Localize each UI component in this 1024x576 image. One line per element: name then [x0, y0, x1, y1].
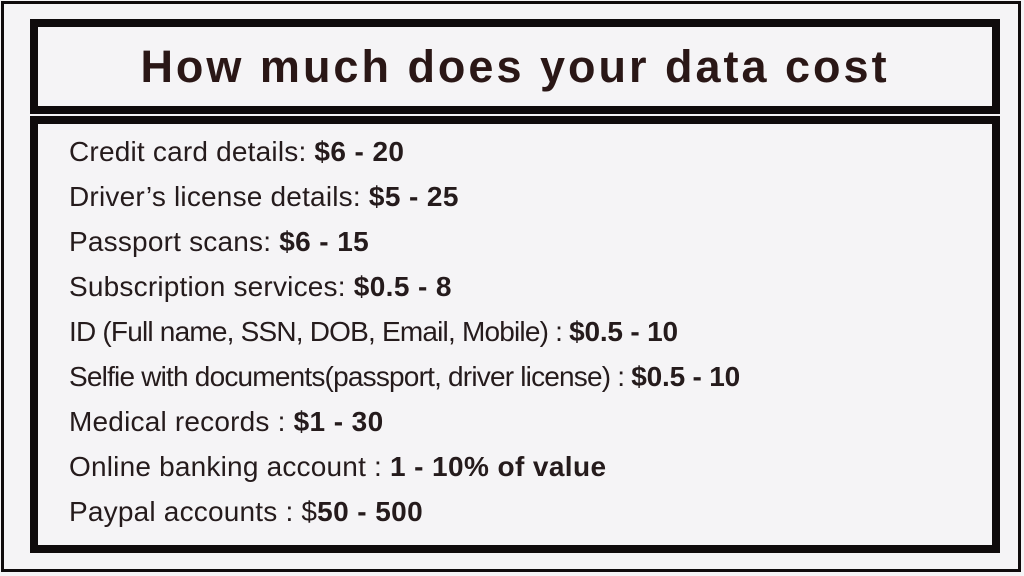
item-value: 1 - 10% of value: [389, 450, 607, 482]
list-item-id-fullname: ID (Full name, SSN, DOB, Email, Mobile) …: [69, 309, 978, 354]
list-item-medical-records: Medical records : $1 - 30: [69, 399, 978, 444]
item-label: Medical records :: [69, 405, 294, 437]
item-value: $1 - 30: [293, 405, 384, 437]
item-value: $0.5 - 8: [353, 270, 452, 302]
item-value: 50 - 500: [317, 495, 424, 527]
item-label: Paypal accounts : $: [69, 495, 318, 527]
list-item-credit-card: Credit card details: $6 - 20: [69, 129, 978, 174]
list-item-selfie-with-documents: Selfie with documents(passport, driver l…: [69, 354, 978, 399]
list-item-passport-scans: Passport scans: $6 - 15: [69, 219, 978, 264]
list-item-drivers-license: Driver’s license details: $5 - 25: [69, 174, 978, 219]
item-label: Online banking account :: [69, 450, 390, 482]
item-value: $0.5 - 10: [569, 315, 678, 347]
item-value: $5 - 25: [368, 180, 459, 212]
title-box: How much does your data cost: [30, 19, 1000, 114]
item-value: $6 - 15: [279, 225, 370, 257]
item-label: Credit card details:: [69, 135, 315, 167]
item-label: ID (Full name, SSN, DOB, Email, Mobile) …: [69, 315, 570, 347]
list-item-subscription-services: Subscription services: $0.5 - 8: [69, 264, 978, 309]
item-label: Subscription services:: [69, 270, 354, 302]
item-label: Driver’s license details:: [69, 180, 369, 212]
price-list-box: Credit card details: $6 - 20 Driver’s li…: [30, 116, 1000, 553]
item-value: $6 - 20: [314, 135, 405, 167]
item-value: $0.5 - 10: [631, 360, 740, 392]
item-label: Selfie with documents(passport, driver l…: [69, 360, 632, 392]
list-item-paypal-accounts: Paypal accounts : $50 - 500: [69, 489, 978, 534]
page-title: How much does your data cost: [140, 40, 890, 92]
list-item-online-banking: Online banking account : 1 - 10% of valu…: [69, 444, 978, 489]
item-label: Passport scans:: [69, 225, 280, 257]
